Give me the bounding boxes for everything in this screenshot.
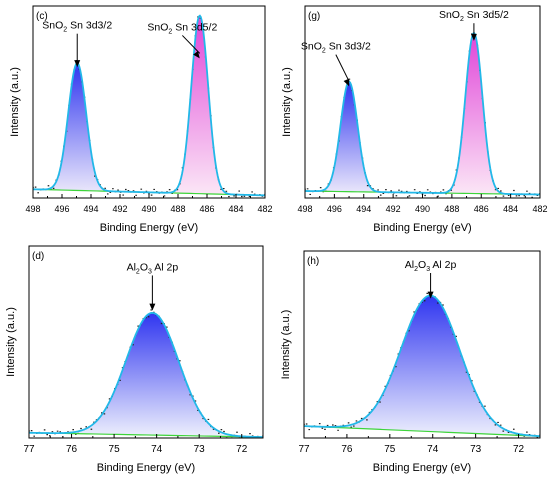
x-tick-label: 488 xyxy=(170,204,185,214)
peak-annotation: SnO2 Sn 3d3/2 xyxy=(42,20,112,34)
x-tick-label: 77 xyxy=(298,444,310,455)
background-line xyxy=(304,425,540,437)
x-tick-label: 496 xyxy=(54,204,69,214)
envelope-line xyxy=(29,311,263,438)
y-axis-label: Intensity (a.u.) xyxy=(280,310,292,380)
x-tick-label: 76 xyxy=(341,444,353,455)
x-tick-label: 492 xyxy=(386,204,401,214)
x-tick-label: 73 xyxy=(470,444,482,455)
plot-frame xyxy=(303,250,541,439)
x-tick-label: 496 xyxy=(327,204,342,214)
x-tick-label: 72 xyxy=(513,444,525,455)
x-tick-label: 75 xyxy=(109,444,121,455)
panel-label: (d) xyxy=(32,251,44,262)
x-tick-label: 494 xyxy=(356,204,371,214)
arrow-head xyxy=(149,303,156,311)
x-tick-label: 498 xyxy=(297,204,312,214)
envelope-line xyxy=(33,14,265,197)
x-tick-label: 490 xyxy=(141,204,156,214)
peak-annotation: SnO2 Sn 3d5/2 xyxy=(147,21,217,35)
x-tick-label: 74 xyxy=(427,444,439,455)
x-tick-label: 482 xyxy=(257,204,272,214)
x-axis-label: Binding Energy (eV) xyxy=(373,222,471,234)
envelope-line xyxy=(304,294,540,438)
peak-area xyxy=(308,295,540,437)
x-tick-label: 73 xyxy=(194,444,206,455)
peak-area xyxy=(41,312,263,438)
y-axis-label: Intensity (a.u.) xyxy=(281,67,293,137)
peak-annotation: SnO2 Sn 3d5/2 xyxy=(439,9,509,23)
x-tick-label: 76 xyxy=(66,444,78,455)
x-tick-label: 488 xyxy=(444,204,459,214)
peak-area xyxy=(39,63,115,192)
arrow-head xyxy=(470,33,477,41)
x-tick-label: 486 xyxy=(199,204,214,214)
x-tick-label: 77 xyxy=(23,444,35,455)
xps-panel: 77 76 75 74 73 72 Binding Energy (eV) Intensity… xyxy=(280,250,541,474)
x-tick-label: 494 xyxy=(83,204,98,214)
x-axis-label: Binding Energy (eV) xyxy=(100,222,198,234)
x-tick-label: 492 xyxy=(112,204,127,214)
annotation-arrow xyxy=(335,54,350,82)
xps-panel: 498 496 494 492 490 488 486 484 482 Binding Energ… xyxy=(281,5,548,234)
y-axis-label: Intensity (a.u.) xyxy=(5,307,17,377)
panel-label: (c) xyxy=(36,11,48,22)
x-tick-label: 490 xyxy=(415,204,430,214)
peak-area xyxy=(313,81,385,193)
arrow-head xyxy=(427,291,434,299)
peak-area xyxy=(164,15,236,195)
x-tick-label: 75 xyxy=(384,444,396,455)
peak-area xyxy=(438,32,510,195)
panel-label: (h) xyxy=(307,256,319,267)
panel-label: (g) xyxy=(308,11,320,22)
x-tick-label: 74 xyxy=(151,444,163,455)
x-tick-label: 484 xyxy=(228,204,243,214)
peak-annotation: SnO2 Sn 3d3/2 xyxy=(301,41,371,55)
arrow-head xyxy=(343,78,350,87)
x-tick-label: 482 xyxy=(532,204,547,214)
y-axis-label: Intensity (a.u.) xyxy=(9,67,21,137)
annotation-arrow xyxy=(181,35,201,54)
x-axis-label: Binding Energy (eV) xyxy=(97,462,195,474)
plot-frame xyxy=(28,245,264,439)
xps-panel: 498 496 494 492 490 488 486 484 482 Binding Energ… xyxy=(9,5,273,234)
x-tick-label: 498 xyxy=(25,204,40,214)
peak-annotation: Al2O3 Al 2p xyxy=(405,259,457,273)
arrow-head xyxy=(74,60,81,68)
arrow-head xyxy=(193,50,200,59)
xps-panel: 77 76 75 74 73 72 Binding Energy (eV) Intensity… xyxy=(5,245,264,474)
x-tick-label: 486 xyxy=(474,204,489,214)
envelope-line xyxy=(305,31,540,196)
peak-annotation: Al2O3 Al 2p xyxy=(127,261,179,275)
x-tick-label: 72 xyxy=(236,444,248,455)
x-tick-label: 484 xyxy=(503,204,518,214)
x-axis-label: Binding Energy (eV) xyxy=(373,462,471,474)
